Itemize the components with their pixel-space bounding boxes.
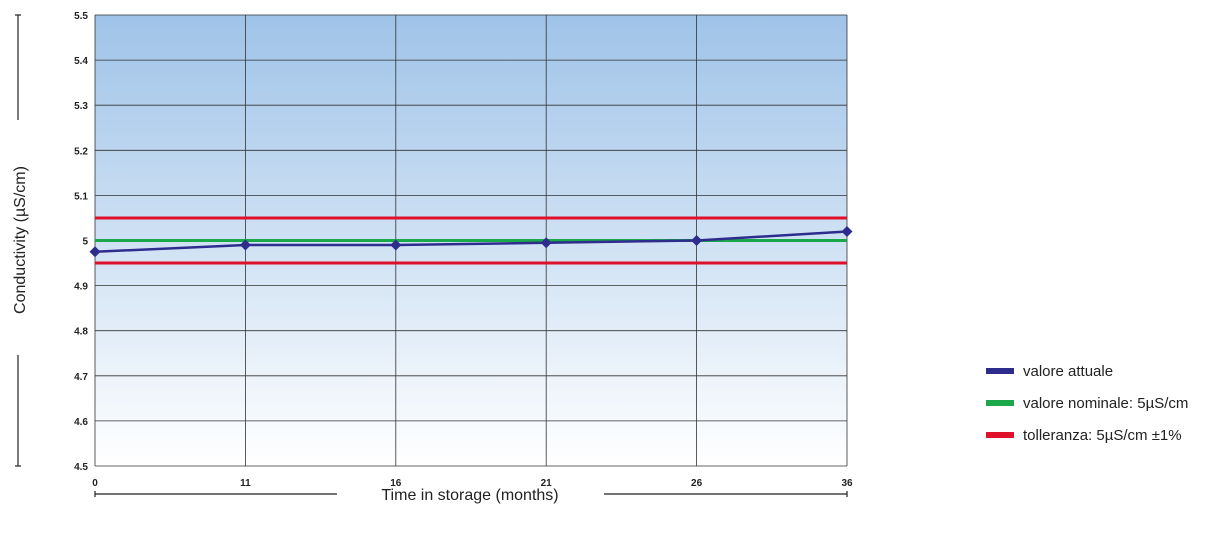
x-tick-label: 11	[240, 478, 251, 489]
data-point	[841, 225, 853, 237]
legend-label-tolerance: tolleranza: 5µS/cm ±1%	[1023, 426, 1182, 444]
data-point	[691, 235, 703, 246]
reference-lines	[95, 216, 847, 265]
y-tick-label: 5	[82, 237, 88, 248]
legend-swatch-nominal	[986, 400, 1014, 406]
y-tick-label: 4.7	[74, 372, 88, 383]
y-tick-labels: 4.5 4.6 4.7 4.8 4.9 5 5.1 5.2 5.3 5.4 5.5	[74, 11, 88, 473]
x-tick-label: 21	[541, 478, 553, 489]
data-point	[540, 237, 552, 249]
x-tick-label: 36	[841, 478, 853, 489]
legend-label-nominal: valore nominale: 5µS/cm	[1023, 394, 1189, 412]
y-tick-label: 5.5	[74, 11, 88, 22]
data-point	[239, 239, 251, 251]
legend-item-tolerance: tolleranza: 5µS/cm ±1%	[986, 420, 1188, 450]
y-tick-label: 5.1	[74, 191, 88, 202]
legend-item-nominal: valore nominale: 5µS/cm	[986, 388, 1188, 418]
y-tick-label: 4.5	[74, 462, 88, 473]
y-tick-label: 4.6	[74, 417, 88, 428]
y-tick-label: 5.4	[74, 56, 88, 67]
y-tick-label: 5.3	[74, 101, 88, 112]
y-tick-label: 5.2	[74, 146, 88, 157]
y-axis-title: Conductivity (µS/cm)	[12, 166, 29, 314]
x-tick-labels: 0 11 16 21 26 36	[92, 478, 853, 489]
legend: valore attuale valore nominale: 5µS/cm t…	[986, 356, 1188, 452]
series-layer	[89, 225, 853, 258]
data-point	[390, 239, 402, 251]
series-line-actual	[94, 230, 848, 254]
legend-label-actual: valore attuale	[1023, 362, 1114, 380]
y-tick-label: 4.8	[74, 327, 88, 338]
legend-item-actual: valore attuale	[986, 356, 1188, 386]
x-tick-label: 16	[390, 478, 402, 489]
x-axis-title: Time in storage (months)	[381, 487, 558, 504]
x-tick-label: 26	[691, 478, 703, 489]
legend-swatch-actual	[986, 368, 1014, 374]
y-tick-label: 4.9	[74, 282, 88, 293]
legend-swatch-tolerance	[986, 432, 1014, 438]
x-tick-label: 0	[92, 478, 98, 489]
data-point	[89, 246, 101, 258]
